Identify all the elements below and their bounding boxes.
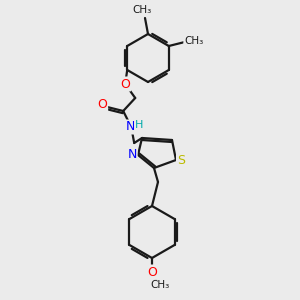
Text: CH₃: CH₃ — [184, 36, 203, 46]
Text: O: O — [147, 266, 157, 278]
Text: CH₃: CH₃ — [150, 280, 170, 290]
Text: CH₃: CH₃ — [132, 5, 152, 15]
Text: N: N — [127, 148, 137, 161]
Text: N: N — [125, 121, 135, 134]
Text: O: O — [97, 98, 107, 112]
Text: H: H — [135, 120, 143, 130]
Text: O: O — [120, 77, 130, 91]
Text: S: S — [177, 154, 185, 166]
